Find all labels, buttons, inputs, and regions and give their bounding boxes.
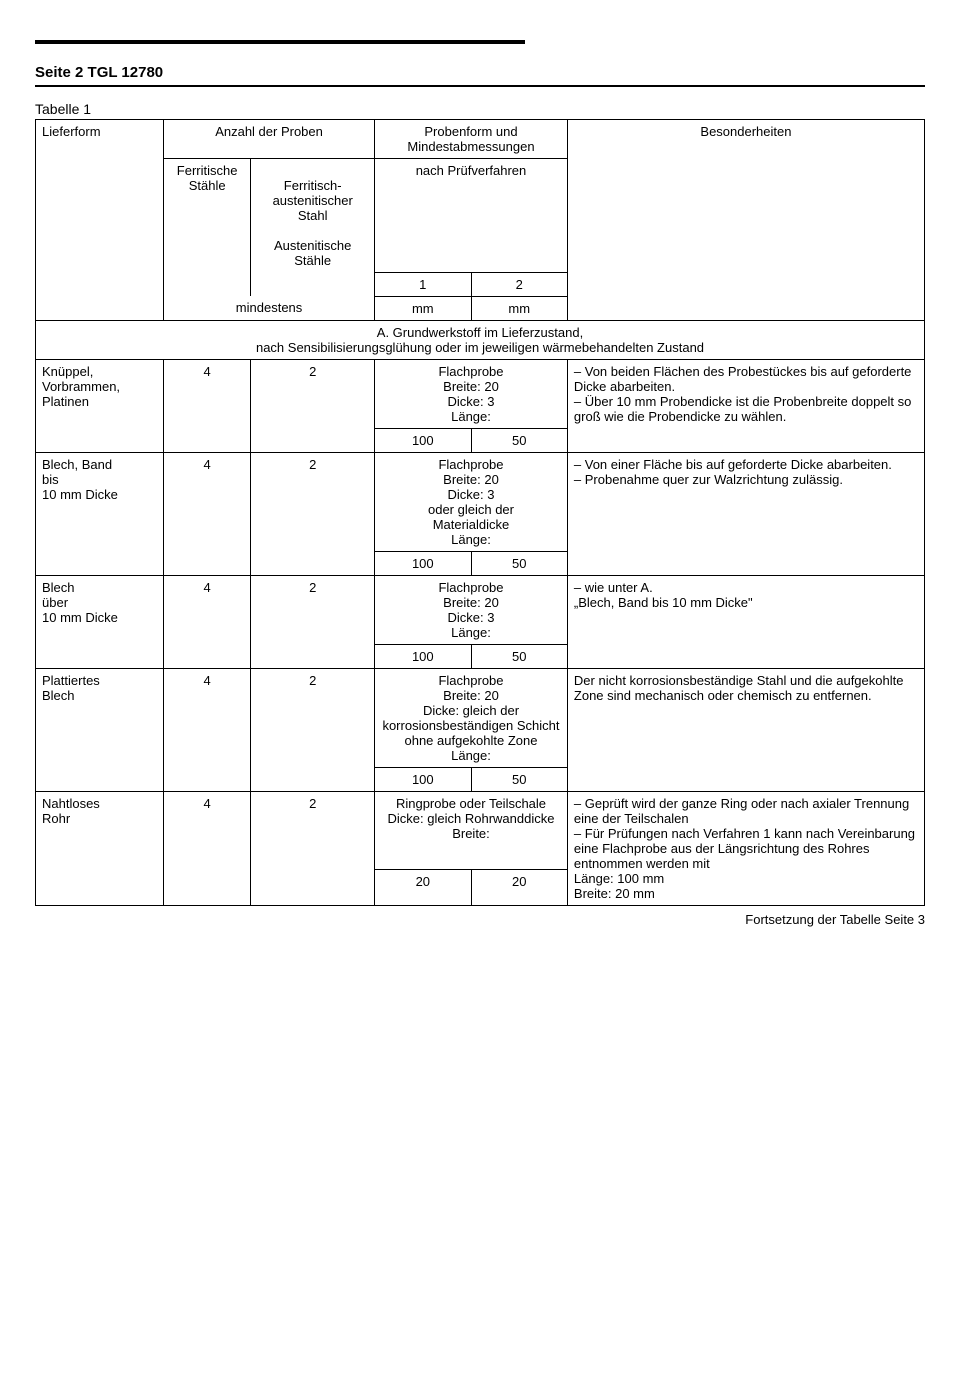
table-row-a2: 2 (251, 791, 375, 905)
table-row-a2: 2 (251, 668, 375, 791)
table-row-a2: 2 (251, 575, 375, 668)
table-row-p2: 50 (471, 428, 567, 452)
table-row-p1: 100 (375, 551, 471, 575)
subhdr-ferr-aust-text: Ferritisch-austenitischer Stahl (273, 178, 353, 223)
subhdr-ferritische: Ferritische Stähle (164, 159, 251, 273)
page-header: Seite 2 TGL 12780 (35, 64, 925, 87)
table-row-a2: 2 (251, 359, 375, 452)
col-header-anzahl: Anzahl der Proben (164, 120, 375, 159)
subhdr-nach-prufverfahren: nach Prüfverfahren (375, 159, 568, 273)
table-row-bes: – wie unter A. „Blech, Band bis 10 mm Di… (567, 575, 924, 668)
subhdr-v2: 2 (471, 272, 567, 296)
table-row-a1: 4 (164, 452, 251, 575)
subhdr-mm1: mm (375, 296, 471, 320)
col-header-besonderheiten: Besonderheiten (567, 120, 924, 321)
table-row-p1: 20 (375, 870, 471, 905)
table-row-lieferform: Plattiertes Blech (36, 668, 164, 791)
col-header-lieferform: Lieferform (36, 120, 164, 321)
table-row-bes: – Von beiden Flächen des Probestückes bi… (567, 359, 924, 452)
table-title: Tabelle 1 (35, 101, 925, 117)
subhdr-mindestens: mindestens (164, 296, 375, 320)
main-table: Lieferform Anzahl der Proben Probenform … (35, 119, 925, 906)
subhdr-blank2 (251, 272, 375, 296)
subhdr-blank1 (164, 272, 251, 296)
table-row-probe-top: Flachprobe Breite: 20 Dicke: 3 Länge: (375, 575, 568, 644)
table-row-bes: – Geprüft wird der ganze Ring oder nach … (567, 791, 924, 905)
table-row-a1: 4 (164, 668, 251, 791)
table-row-probe-top: Flachprobe Breite: 20 Dicke: gleich der … (375, 668, 568, 767)
table-row-a2: 2 (251, 452, 375, 575)
table-row-probe-top: Flachprobe Breite: 20 Dicke: 3 oder glei… (375, 452, 568, 551)
table-row-p2: 50 (471, 644, 567, 668)
table-row-bes: – Von einer Fläche bis auf geforderte Di… (567, 452, 924, 575)
subhdr-v1: 1 (375, 272, 471, 296)
table-row-probe-top: Flachprobe Breite: 20 Dicke: 3 Länge: (375, 359, 568, 428)
table-row-bes: Der nicht korrosionsbeständige Stahl und… (567, 668, 924, 791)
table-row-p2: 50 (471, 551, 567, 575)
subhdr-aust-text: Austenitische Stähle (274, 238, 351, 268)
subhdr-ferr-aust: Ferritisch-austenitischer Stahl Austenit… (251, 159, 375, 273)
table-row-p2: 20 (471, 870, 567, 905)
subhdr-mm2: mm (471, 296, 567, 320)
table-row-lieferform: Nahtloses Rohr (36, 791, 164, 905)
col-header-probenform: Probenform und Mindestabmessungen (375, 120, 568, 159)
table-row-lieferform: Blech, Band bis 10 mm Dicke (36, 452, 164, 575)
table-row-p1: 100 (375, 644, 471, 668)
section-a: A. Grundwerkstoff im Lieferzustand, nach… (36, 320, 925, 359)
table-row-p1: 100 (375, 428, 471, 452)
table-row-probe-top: Ringprobe oder Teilschale Dicke: gleich … (375, 791, 568, 870)
table-row-p2: 50 (471, 767, 567, 791)
table-row-lieferform: Knüppel, Vorbrammen, Platinen (36, 359, 164, 452)
table-row-p1: 100 (375, 767, 471, 791)
top-rule (35, 40, 525, 44)
table-row-a1: 4 (164, 791, 251, 905)
table-row-a1: 4 (164, 359, 251, 452)
table-row-a1: 4 (164, 575, 251, 668)
table-row-lieferform: Blech über 10 mm Dicke (36, 575, 164, 668)
footer-note: Fortsetzung der Tabelle Seite 3 (35, 912, 925, 927)
